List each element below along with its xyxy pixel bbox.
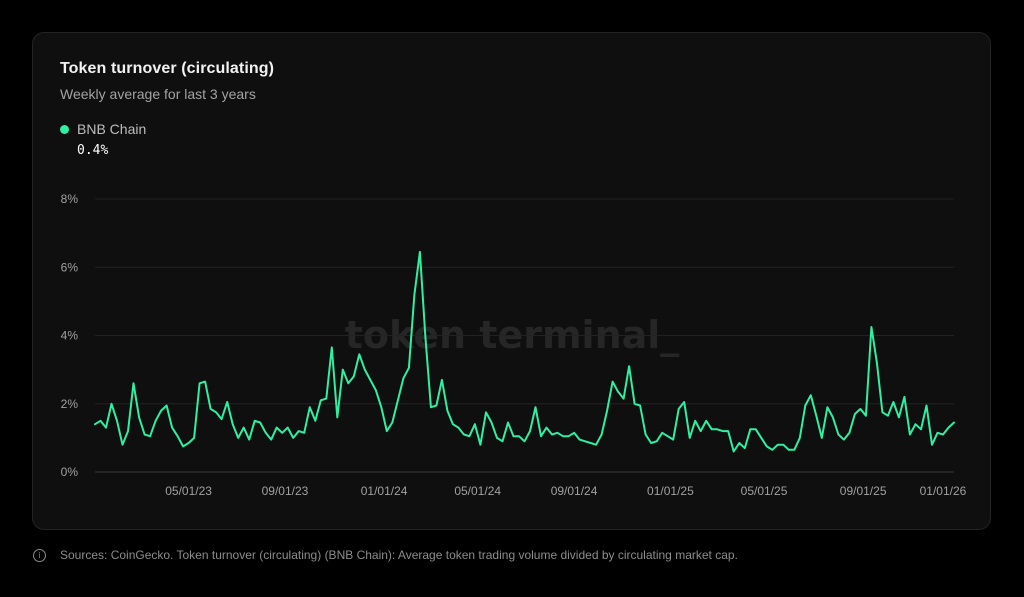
x-tick-label: 01/01/24 [361,484,408,498]
x-tick-label: 01/01/25 [647,484,694,498]
footer-note: i Sources: CoinGecko. Token turnover (ci… [33,548,738,562]
chart-subtitle: Weekly average for last 3 years [60,86,256,102]
legend-label: BNB Chain [77,121,147,137]
x-tick-label: 09/01/25 [840,484,887,498]
x-tick-label: 05/01/23 [165,484,212,498]
series-line-bnb-chain [94,250,955,453]
x-tick-label: 09/01/24 [551,484,598,498]
y-tick-label: 6% [61,260,79,274]
chart-card: Token turnover (circulating) Weekly aver… [32,32,991,530]
y-tick-label: 0% [61,465,79,479]
info-icon: i [33,548,46,562]
x-tick-label: 05/01/24 [454,484,501,498]
current-value: 0.4% [77,143,109,158]
x-tick-label: 09/01/23 [262,484,309,498]
sources-text: Sources: CoinGecko. Token turnover (circ… [60,548,738,562]
x-tick-label: 01/01/26 [920,484,967,498]
legend-item-bnb-chain[interactable]: BNB Chain [60,121,146,137]
x-tick-label: 05/01/25 [741,484,788,498]
legend-dot-icon [60,124,69,134]
y-tick-label: 2% [61,397,79,411]
y-tick-label: 4% [61,329,79,343]
chart-title: Token turnover (circulating) [60,60,275,77]
line-chart[interactable]: token terminal_0%2%4%6%8%05/01/23 09/01/2… [0,0,1024,540]
y-tick-label: 8% [61,192,79,206]
